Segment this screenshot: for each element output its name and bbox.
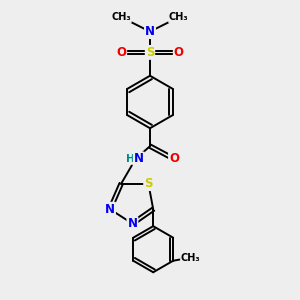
Text: N: N [145,25,155,38]
Text: O: O [116,46,126,59]
Text: O: O [174,46,184,59]
Text: N: N [105,203,115,216]
Text: CH₃: CH₃ [111,12,131,22]
Text: O: O [169,152,179,166]
Text: CH₃: CH₃ [169,12,189,22]
Text: N: N [128,217,137,230]
Text: CH₃: CH₃ [181,253,201,262]
Text: H: H [126,154,135,164]
Text: N: N [134,152,144,166]
Text: S: S [144,177,153,190]
Text: S: S [146,46,154,59]
